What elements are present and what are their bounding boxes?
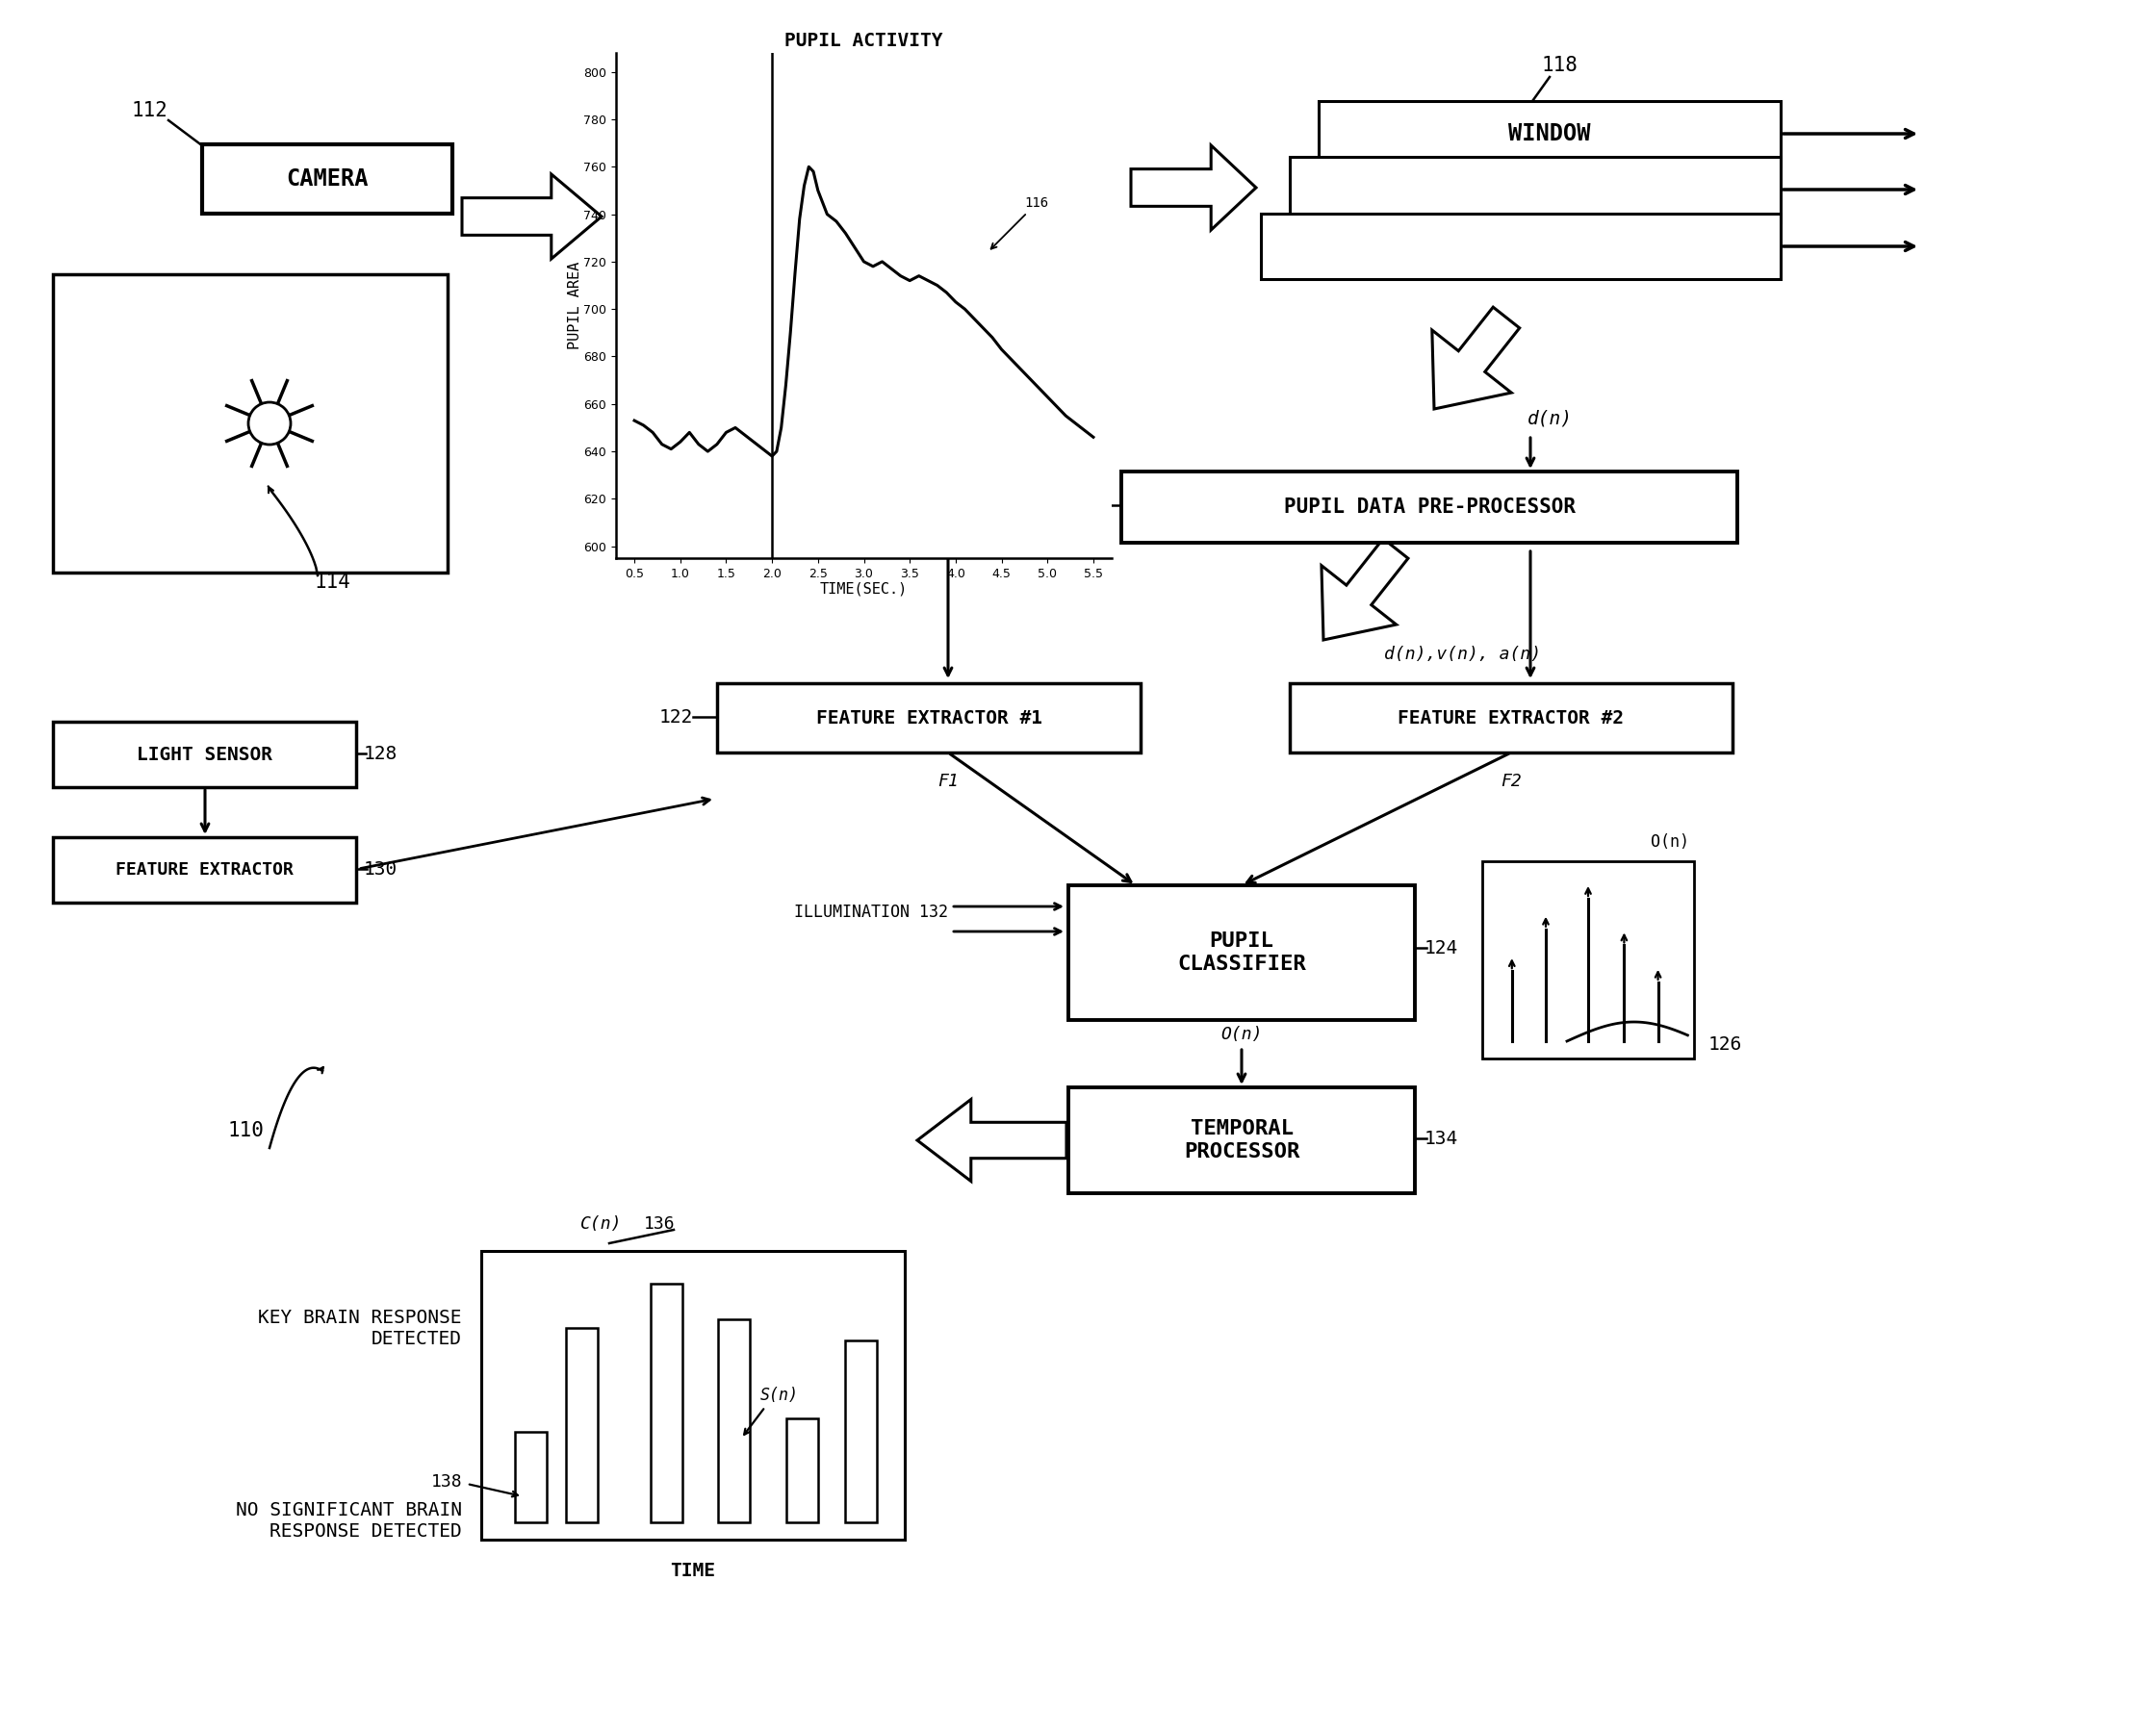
Bar [1121, 472, 1738, 543]
Text: S(n): S(n) [761, 1386, 800, 1405]
Bar [481, 1251, 906, 1540]
Text: d(n),v(n), a(n): d(n),v(n), a(n) [1384, 646, 1542, 663]
Bar [203, 144, 453, 214]
Text: 134: 134 [1425, 1130, 1457, 1147]
X-axis label: TIME(SEC.): TIME(SEC.) [819, 581, 908, 596]
Bar [651, 1283, 683, 1523]
Bar [1319, 101, 1781, 166]
Text: WINDOW: WINDOW [1509, 123, 1591, 145]
Text: FEATURE EXTRACTOR #2: FEATURE EXTRACTOR #2 [1397, 709, 1623, 726]
Bar [565, 1328, 597, 1523]
Circle shape [201, 354, 338, 492]
Polygon shape [1322, 538, 1408, 639]
Text: FEATURE EXTRACTOR #1: FEATURE EXTRACTOR #1 [815, 709, 1041, 726]
Text: CAMERA: CAMERA [287, 167, 369, 190]
Y-axis label: PUPIL AREA: PUPIL AREA [567, 261, 582, 349]
Polygon shape [461, 174, 602, 258]
Text: TEMPORAL
PROCESSOR: TEMPORAL PROCESSOR [1184, 1119, 1300, 1160]
Text: 120: 120 [1072, 496, 1104, 514]
Text: 122: 122 [660, 708, 692, 726]
Polygon shape [1432, 308, 1520, 408]
Text: 136: 136 [645, 1215, 675, 1232]
Bar [1261, 214, 1781, 279]
Bar [787, 1418, 817, 1523]
Text: 138: 138 [431, 1473, 461, 1490]
Text: PUPIL
CLASSIFIER: PUPIL CLASSIFIER [1177, 931, 1307, 974]
Text: PUPIL DATA PRE-PROCESSOR: PUPIL DATA PRE-PROCESSOR [1283, 497, 1576, 516]
Text: ILLUMINATION 132: ILLUMINATION 132 [793, 904, 949, 921]
Bar [515, 1432, 548, 1523]
Text: NO SIGNIFICANT BRAIN
RESPONSE DETECTED: NO SIGNIFICANT BRAIN RESPONSE DETECTED [235, 1501, 461, 1540]
Text: TIME: TIME [671, 1562, 716, 1579]
Bar [1069, 1087, 1414, 1193]
Bar [54, 721, 356, 788]
Bar [54, 273, 448, 573]
Text: 110: 110 [226, 1121, 263, 1140]
Text: 130: 130 [364, 860, 397, 878]
Bar [1483, 861, 1695, 1058]
Title: PUPIL ACTIVITY: PUPIL ACTIVITY [785, 32, 942, 50]
Text: 112: 112 [132, 101, 168, 120]
Text: KEY BRAIN RESPONSE
DETECTED: KEY BRAIN RESPONSE DETECTED [259, 1309, 461, 1348]
Text: 124: 124 [1425, 938, 1457, 957]
Text: F1: F1 [938, 772, 959, 790]
Text: d(n): d(n) [1526, 410, 1572, 427]
Text: F2: F2 [1501, 772, 1522, 790]
Polygon shape [1132, 145, 1257, 231]
Text: 116: 116 [992, 197, 1048, 250]
Text: LIGHT SENSOR: LIGHT SENSOR [136, 745, 272, 764]
Circle shape [248, 402, 291, 444]
Text: O(n): O(n) [1651, 834, 1688, 851]
Bar [718, 1319, 750, 1523]
Bar [718, 684, 1141, 752]
Text: 118: 118 [1542, 56, 1578, 75]
Bar [1069, 885, 1414, 1020]
Text: 114: 114 [315, 573, 349, 591]
Text: O(n): O(n) [1220, 1025, 1263, 1042]
Text: C(n): C(n) [580, 1215, 623, 1232]
Polygon shape [916, 1099, 1067, 1181]
Bar [845, 1340, 877, 1523]
Bar [1289, 684, 1733, 752]
Text: 126: 126 [1708, 1036, 1742, 1053]
Bar [54, 837, 356, 902]
Text: FEATURE EXTRACTOR: FEATURE EXTRACTOR [116, 861, 293, 878]
Text: 128: 128 [364, 745, 397, 762]
Bar [1289, 157, 1781, 222]
